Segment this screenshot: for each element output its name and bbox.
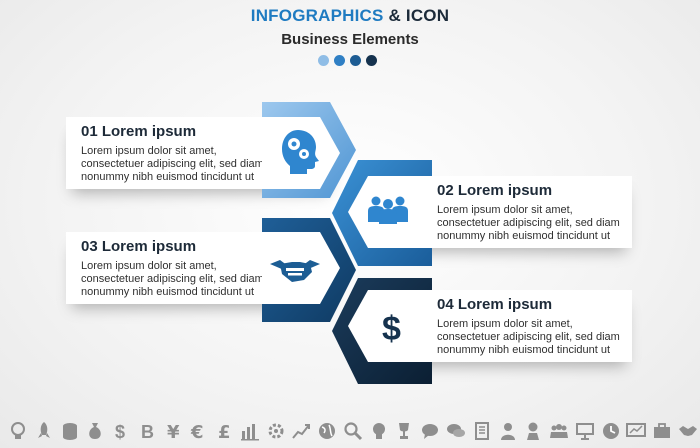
handshake-icon (270, 260, 320, 282)
step-text-line: nonummy nibh euismod tincidunt ut (437, 344, 611, 356)
svg-text:$: $ (115, 422, 125, 441)
svg-text:€: € (190, 422, 204, 441)
step-text-line: nonummy nibh euismod tincidunt ut (437, 230, 611, 242)
step-text-line: nonummy nibh euismod tincidunt ut (81, 171, 255, 183)
yen-icon: ¥ (167, 422, 180, 441)
gear-icon (268, 423, 284, 439)
dollar-icon: $ (382, 310, 401, 348)
title-part1: INFOGRAPHICS (250, 6, 384, 25)
svg-text:$: $ (382, 310, 401, 348)
step-heading: 02 Lorem ipsum (437, 182, 553, 199)
presentation-icon (575, 423, 594, 440)
dot (334, 55, 345, 66)
bitcoin-icon: B (141, 422, 154, 441)
step-heading: 01 Lorem ipsum (81, 123, 197, 140)
coins-icon (62, 423, 77, 440)
step-text-line: consectetuer adipiscing elit, sed diam (81, 158, 264, 170)
woman-icon (527, 422, 540, 440)
step-text: Lorem ipsum dolor sit amet, consectetuer… (81, 145, 281, 184)
chat-icon (447, 424, 466, 437)
step-text-line: consectetuer adipiscing elit, sed diam (437, 331, 620, 343)
dot (318, 55, 329, 66)
team-icon (550, 424, 569, 438)
step-text-line: consectetuer adipiscing elit, sed diam (437, 217, 620, 229)
clock-icon (602, 423, 619, 439)
globe-icon (319, 423, 336, 439)
briefcase-icon (654, 423, 671, 438)
money-bag-icon (89, 423, 102, 439)
head-icon (372, 423, 385, 439)
step-text-line: Lorem ipsum dolor sit amet, (437, 204, 573, 216)
hexagon-04 (332, 278, 432, 384)
growth-chart-icon (292, 424, 311, 439)
step-text-line: Lorem ipsum dolor sit amet, (81, 145, 217, 157)
header: INFOGRAPHICS & ICON Business Elements (0, 6, 700, 48)
speech-bubble-icon (422, 424, 439, 439)
document-icon (474, 422, 489, 440)
svg-text:£: £ (218, 422, 231, 441)
step-text: Lorem ipsum dolor sit amet, consectetuer… (437, 318, 637, 357)
step-text-line: Lorem ipsum dolor sit amet, (437, 318, 573, 330)
color-dots (318, 55, 377, 66)
businessman-icon (500, 423, 515, 440)
step-heading: 03 Lorem ipsum (81, 238, 197, 255)
page-subtitle: Business Elements (281, 31, 419, 48)
lightbulb-icon (11, 422, 25, 439)
step-heading: 04 Lorem ipsum (437, 296, 553, 313)
rocket-icon (37, 422, 50, 438)
step-text-line: nonummy nibh euismod tincidunt ut (81, 286, 255, 298)
handshake-icon (678, 426, 697, 436)
magnifier-icon (344, 422, 363, 441)
pound-icon: £ (218, 422, 231, 441)
dollar-sign-icon: $ (115, 422, 125, 441)
dot (350, 55, 361, 66)
title-amp: & (388, 6, 401, 25)
step-text: Lorem ipsum dolor sit amet, consectetuer… (81, 260, 281, 299)
title-part2: ICON (405, 6, 450, 25)
page-title: INFOGRAPHICS & ICON (0, 6, 700, 26)
bar-chart-icon (240, 424, 259, 441)
bottom-icon-strip: $ B ¥ € £ (8, 418, 698, 444)
svg-text:B: B (141, 422, 154, 441)
trophy-icon (399, 423, 410, 439)
step-text-line: consectetuer adipiscing elit, sed diam (81, 273, 264, 285)
step-text-line: Lorem ipsum dolor sit amet, (81, 260, 217, 272)
svg-text:¥: ¥ (167, 422, 180, 441)
head-gears-icon (282, 130, 319, 174)
monitor-chart-icon (626, 423, 647, 437)
team-icon (368, 196, 408, 224)
dot (366, 55, 377, 66)
euro-icon: € (190, 422, 204, 441)
step-text: Lorem ipsum dolor sit amet, consectetuer… (437, 204, 637, 243)
